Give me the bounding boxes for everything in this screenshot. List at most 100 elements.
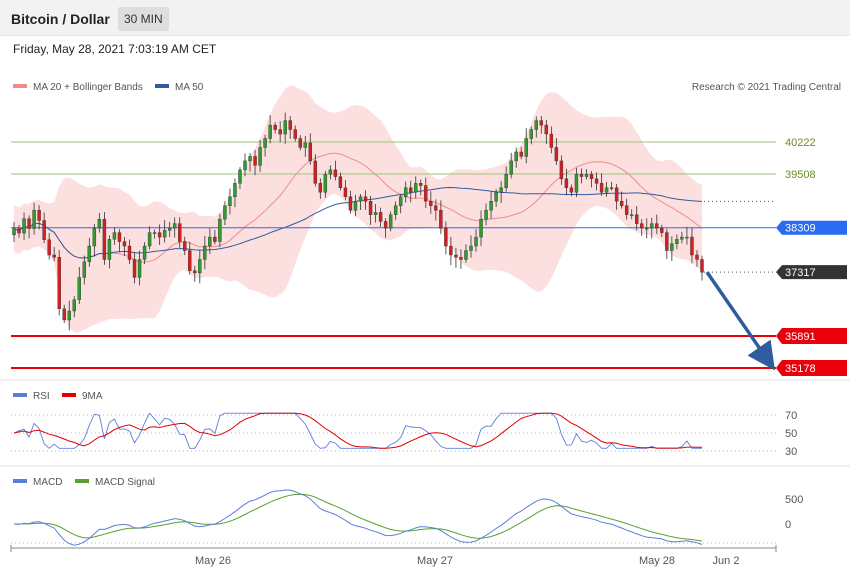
candle-body bbox=[383, 221, 388, 229]
candle-body bbox=[690, 236, 694, 256]
candle bbox=[117, 229, 122, 252]
timestamp: Friday, May 28, 2021 7:03:19 AM CET bbox=[13, 42, 217, 56]
candle bbox=[248, 153, 252, 172]
candle bbox=[650, 217, 654, 239]
candle bbox=[218, 213, 222, 248]
candle-body bbox=[584, 174, 589, 177]
candle-body bbox=[27, 218, 31, 229]
candle bbox=[404, 181, 408, 203]
candle-body bbox=[539, 120, 544, 126]
rsi-legend-swatch bbox=[13, 393, 27, 397]
bollinger-bands bbox=[14, 85, 702, 333]
candle-body bbox=[318, 183, 323, 193]
candle bbox=[273, 122, 277, 134]
candle-body bbox=[97, 218, 102, 229]
interval-button[interactable]: 30 MIN bbox=[118, 7, 169, 31]
candle bbox=[333, 160, 338, 181]
candle-body bbox=[243, 160, 247, 171]
candle bbox=[253, 150, 257, 176]
candle bbox=[178, 217, 182, 248]
candle bbox=[675, 234, 679, 250]
rsi-legend: RSI 9MA bbox=[13, 391, 103, 402]
candle bbox=[82, 255, 87, 285]
forecast-arrow bbox=[705, 271, 775, 371]
candle bbox=[479, 210, 483, 247]
candle-body bbox=[670, 243, 674, 251]
rsi-line bbox=[13, 412, 702, 449]
rsi-tick-label: 70 bbox=[785, 410, 797, 422]
candle bbox=[670, 236, 674, 261]
candle-body bbox=[132, 259, 137, 278]
macd-legend-swatch bbox=[13, 479, 27, 483]
candle bbox=[283, 112, 287, 144]
candle-body bbox=[524, 138, 528, 157]
candle-body bbox=[409, 187, 413, 193]
candle bbox=[157, 224, 162, 245]
candle bbox=[87, 237, 92, 267]
candle bbox=[268, 115, 272, 144]
candle bbox=[414, 176, 418, 199]
candle bbox=[62, 304, 66, 324]
candle-body bbox=[127, 245, 132, 260]
candle bbox=[313, 154, 318, 187]
candle bbox=[167, 221, 172, 238]
candle-body bbox=[434, 205, 438, 211]
candle bbox=[258, 140, 262, 172]
pivot-label-tag bbox=[776, 220, 847, 235]
ma20-legend-label: MA 20 + Bollinger Bands bbox=[33, 82, 143, 93]
candle bbox=[645, 218, 649, 239]
candle bbox=[499, 181, 503, 203]
candle-body bbox=[554, 147, 559, 162]
candle-body bbox=[22, 218, 26, 234]
candle bbox=[544, 119, 549, 145]
candle-body bbox=[258, 147, 262, 166]
support-label: 35891 bbox=[785, 331, 816, 343]
candle-body bbox=[87, 245, 92, 262]
candle bbox=[464, 244, 468, 263]
candle-body bbox=[67, 310, 71, 321]
candle-body bbox=[248, 156, 252, 162]
candle-body bbox=[223, 205, 227, 220]
candle-body bbox=[429, 201, 433, 206]
candle bbox=[278, 121, 282, 143]
candle bbox=[298, 135, 302, 151]
candle bbox=[107, 235, 112, 269]
candle-body bbox=[338, 176, 343, 188]
ma20-legend-swatch bbox=[13, 84, 27, 88]
candle bbox=[539, 116, 544, 134]
candle-body bbox=[504, 174, 508, 188]
candle-body bbox=[444, 227, 448, 247]
candle-body bbox=[529, 129, 533, 139]
last-price-label: 37317 bbox=[785, 267, 816, 279]
candle bbox=[37, 205, 41, 230]
candle-body bbox=[142, 245, 147, 260]
candle-body bbox=[288, 120, 292, 130]
candle bbox=[57, 250, 61, 316]
candle-body bbox=[544, 124, 549, 135]
candle bbox=[579, 168, 584, 184]
instrument-title: Bitcoin / Dollar bbox=[11, 11, 110, 27]
candle bbox=[569, 184, 574, 197]
candle-body bbox=[122, 241, 127, 247]
candle bbox=[228, 188, 232, 215]
candle bbox=[409, 180, 413, 203]
macd-legend: MACD MACD Signal bbox=[13, 477, 155, 488]
rsi-ma-legend-label: 9MA bbox=[82, 391, 103, 402]
macd-tick-label: 0 bbox=[785, 519, 791, 531]
candle bbox=[524, 128, 528, 164]
candle-body bbox=[57, 257, 61, 309]
macd-line bbox=[13, 489, 703, 546]
candle bbox=[444, 221, 448, 255]
candle-body bbox=[313, 160, 318, 184]
candle bbox=[474, 229, 478, 252]
support-label: 35178 bbox=[785, 363, 816, 375]
x-tick-label: May 26 bbox=[195, 555, 231, 567]
candle-body bbox=[278, 129, 282, 135]
candle-body bbox=[609, 187, 614, 189]
candle bbox=[203, 235, 207, 270]
candle bbox=[419, 179, 423, 196]
candle-body bbox=[675, 239, 679, 244]
candle-body bbox=[393, 205, 398, 215]
candle-body bbox=[152, 232, 157, 234]
